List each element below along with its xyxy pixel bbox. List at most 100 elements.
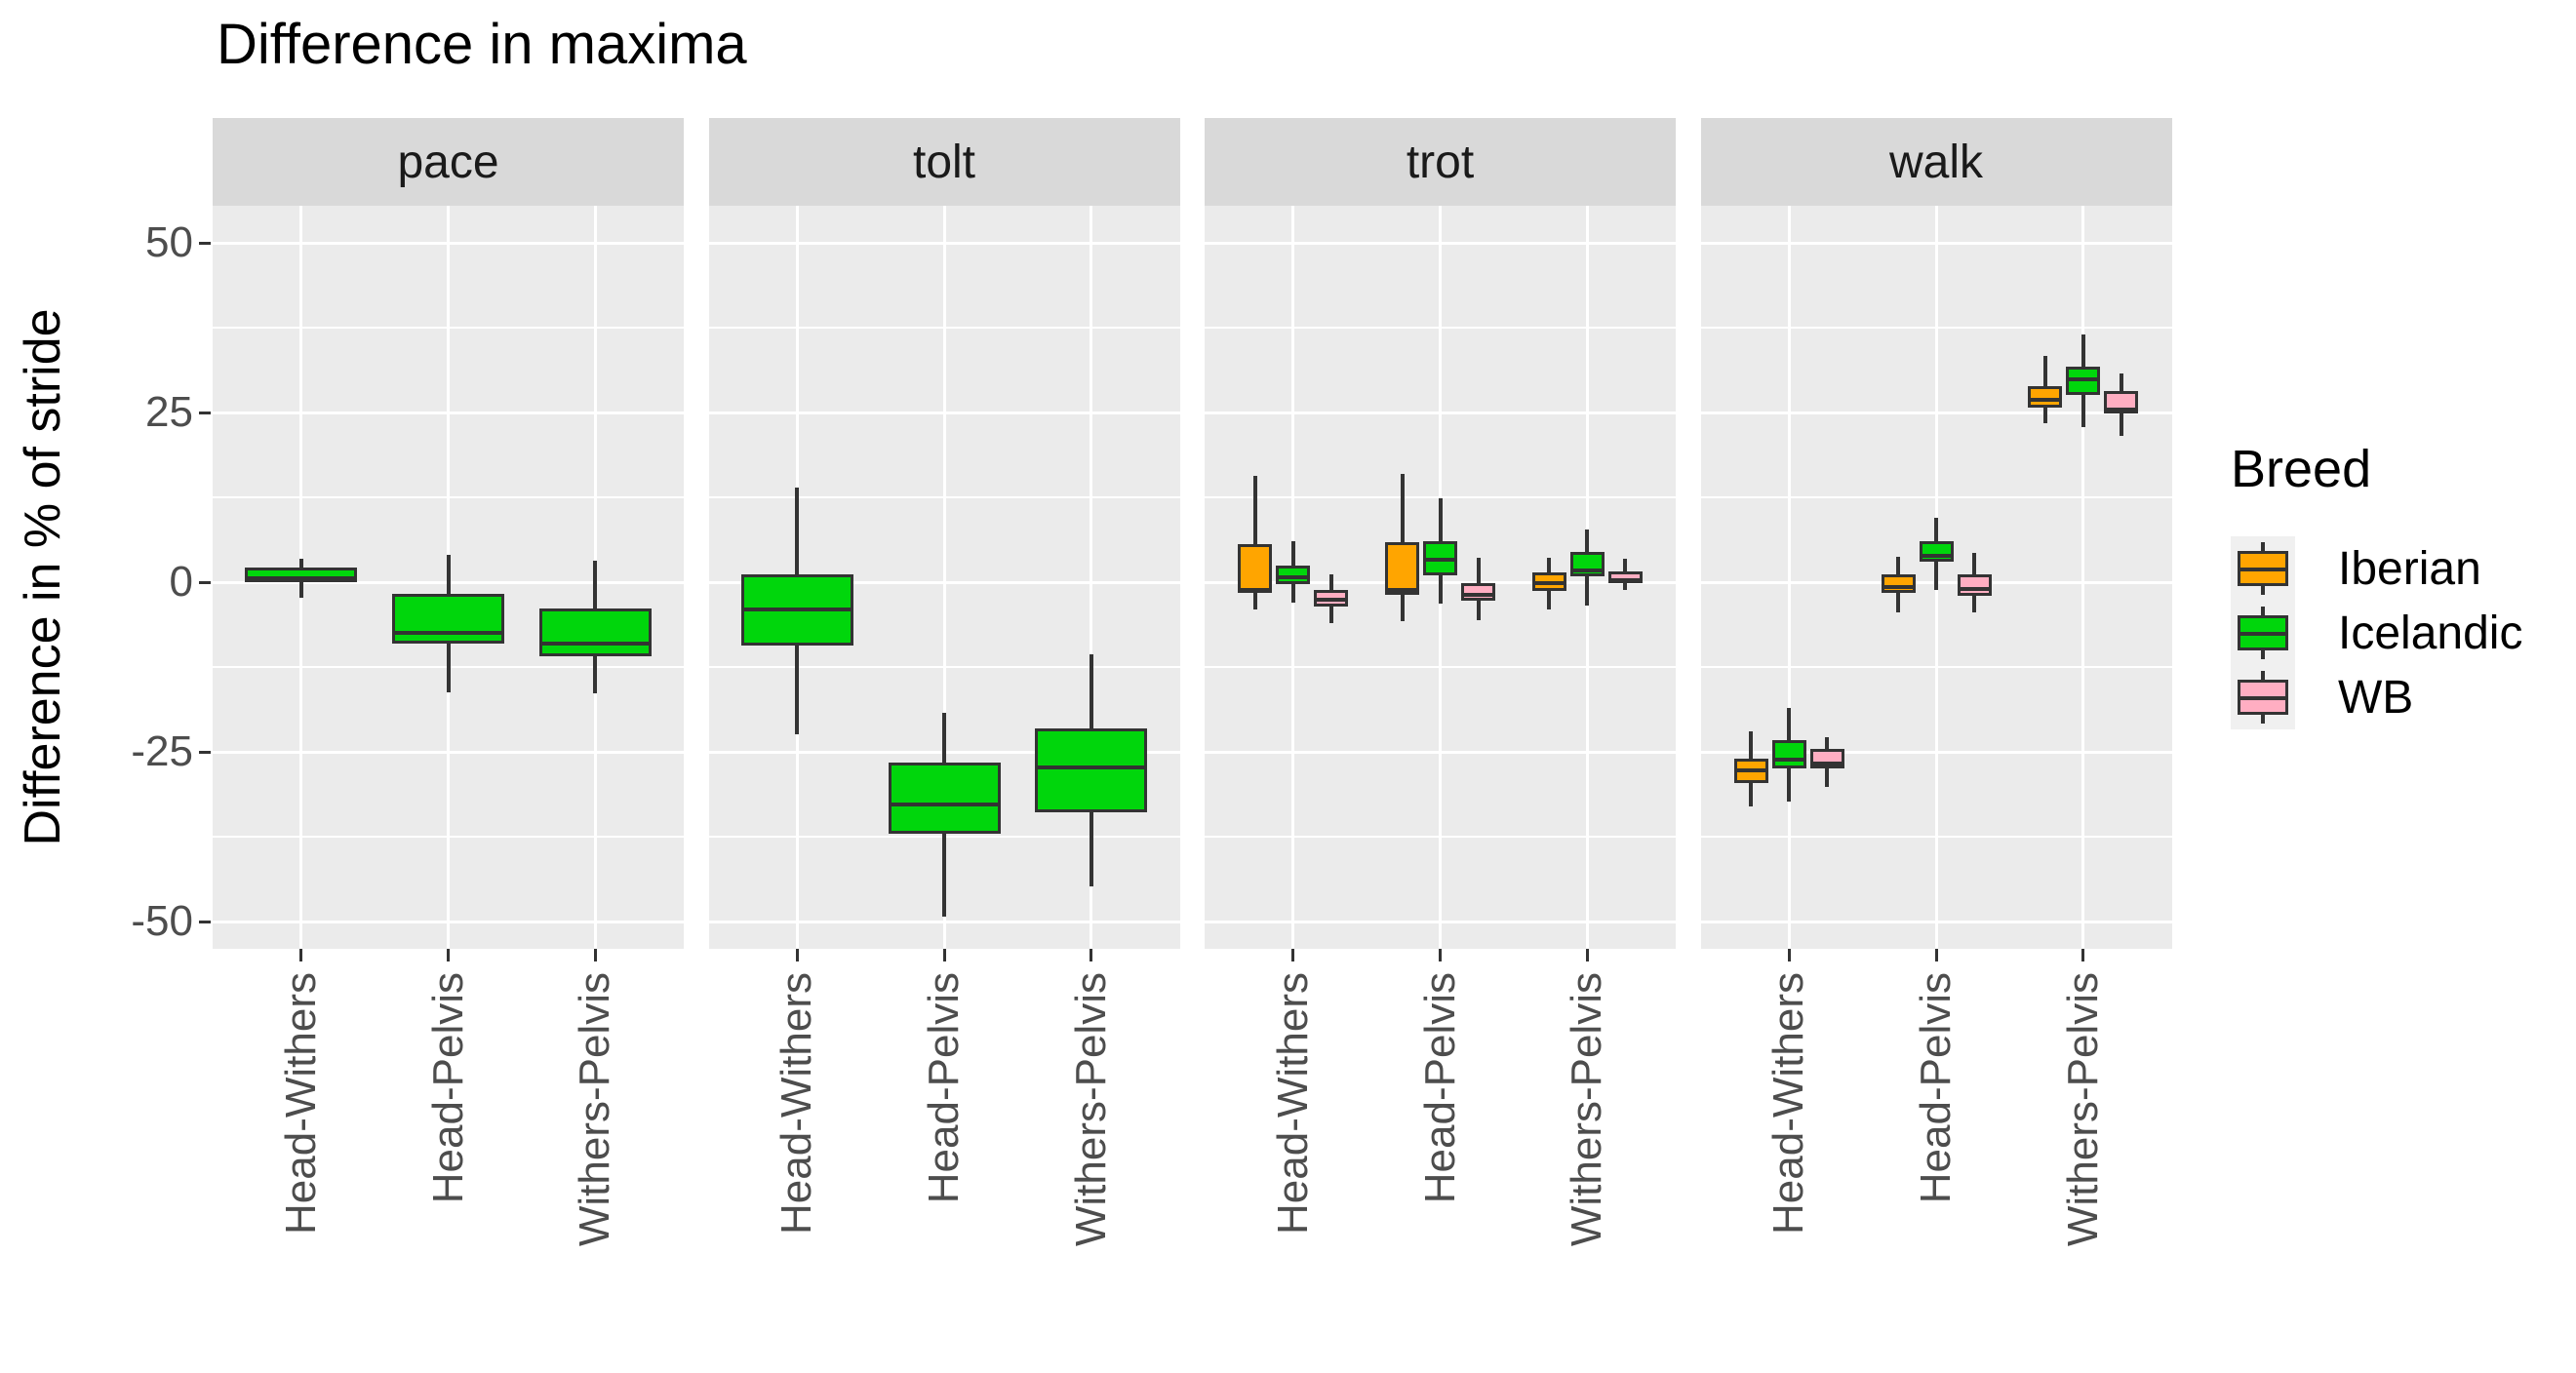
boxplot-box	[1607, 570, 1643, 583]
boxplot-median	[1387, 587, 1417, 592]
boxplot-box	[1771, 740, 1806, 768]
category-gridline	[1090, 206, 1093, 949]
boxplot-box	[1919, 541, 1954, 563]
category-gridline	[942, 206, 946, 949]
x-axis-tick-label: Withers-Pelvis	[1563, 972, 1611, 1247]
boxplot-median	[890, 802, 999, 806]
category-gridline	[2081, 206, 2085, 949]
boxplot-median	[2106, 408, 2137, 412]
category-gridline	[1787, 206, 1791, 949]
boxplot-box	[1531, 572, 1566, 592]
y-axis-tick-label: 0	[169, 558, 193, 606]
boxplot-median	[742, 608, 852, 612]
x-axis-tick-label: Head-Withers	[1268, 972, 1317, 1235]
x-axis-tick	[447, 949, 450, 961]
legend-label: Iberian	[2338, 542, 2481, 595]
boxplot-median	[1425, 558, 1455, 563]
facet-strip: trot	[1205, 118, 1676, 206]
y-axis-tick	[199, 920, 211, 923]
x-axis-tick-label: Head-Withers	[773, 972, 821, 1235]
y-axis-tick-label: 50	[145, 218, 193, 266]
y-axis-tick-label: -50	[131, 897, 193, 945]
legend-entry-wb: WB	[2231, 665, 2522, 729]
x-axis-tick	[2081, 949, 2085, 961]
legend-glyph-box	[2238, 680, 2288, 715]
x-axis-tick	[1090, 949, 1093, 961]
x-axis-tick-label: Head-Pelvis	[920, 972, 968, 1204]
x-axis-tick-label: Head-Withers	[276, 972, 325, 1235]
boxplot-box	[1733, 758, 1768, 783]
boxplot-box	[245, 567, 358, 582]
legend-boxplot-glyph	[2231, 601, 2295, 665]
x-axis-tick	[1585, 949, 1589, 961]
facet-panel	[213, 206, 684, 949]
boxplot-median	[1240, 587, 1271, 592]
facet-panel	[1700, 206, 2172, 949]
boxplot-median	[1735, 768, 1766, 772]
x-axis-tick-label: Withers-Pelvis	[1066, 972, 1115, 1247]
boxplot-box	[1569, 551, 1605, 577]
x-axis-tick	[795, 949, 799, 961]
boxplot-median	[1278, 575, 1309, 580]
x-axis-tick	[1439, 949, 1442, 961]
boxplot-box	[1035, 728, 1148, 812]
x-axis-tick	[593, 949, 597, 961]
boxplot-box	[1276, 565, 1311, 585]
boxplot-median	[540, 641, 650, 646]
y-axis-tick	[199, 411, 211, 414]
facet-strip: pace	[213, 118, 684, 206]
legend-label: WB	[2338, 671, 2414, 724]
y-axis-tick-label: 25	[145, 388, 193, 436]
boxplot-box	[1423, 541, 1457, 576]
boxplot-median	[1571, 569, 1603, 573]
x-axis-tick-label: Withers-Pelvis	[2058, 972, 2107, 1247]
boxplot-box	[1461, 582, 1495, 601]
boxplot-median	[1316, 598, 1347, 603]
x-axis-tick	[299, 949, 303, 961]
facet-panel	[1205, 206, 1676, 949]
boxplot-median	[1959, 587, 1990, 592]
legend-boxplot-glyph	[2231, 665, 2295, 729]
legend-label: Icelandic	[2338, 607, 2523, 659]
boxplot-median	[1811, 762, 1843, 766]
boxplot-box	[2066, 367, 2101, 395]
boxplot-box	[888, 763, 1001, 835]
facet-strip-label: walk	[1888, 136, 1984, 188]
boxplot-median	[1882, 585, 1914, 590]
x-axis-tick-label: Head-Pelvis	[423, 972, 472, 1204]
box-whisker	[1252, 475, 1257, 609]
x-axis-tick-label: Withers-Pelvis	[571, 972, 619, 1247]
facet-strip: tolt	[708, 118, 1180, 206]
boxplot-box	[1238, 544, 1273, 594]
boxplot-median	[2068, 377, 2099, 382]
facet-strip: walk	[1700, 118, 2172, 206]
y-axis-tick	[199, 580, 211, 584]
legend: Breed Iberian Icelandic WB	[2231, 439, 2522, 729]
legend-glyph-median	[2239, 632, 2286, 636]
legend-glyph-median	[2239, 696, 2286, 700]
facet-strip-label: tolt	[912, 136, 976, 188]
x-axis-tick-label: Head-Pelvis	[1415, 972, 1464, 1204]
facet-strip-label: trot	[1406, 136, 1475, 188]
boxplot-box	[2104, 391, 2139, 414]
boxplot-median	[2030, 397, 2061, 402]
boxplot-box	[740, 574, 853, 646]
boxplot-median	[1773, 757, 1804, 762]
boxplot-box	[538, 608, 652, 656]
facet-panel	[708, 206, 1180, 949]
chart-title: Difference in maxima	[217, 13, 747, 76]
x-axis-tick	[1291, 949, 1295, 961]
boxplot-box	[1957, 574, 1992, 596]
boxplot-box	[1385, 541, 1419, 595]
legend-entry-icelandic: Icelandic	[2231, 601, 2522, 665]
boxplot-median	[394, 630, 502, 635]
boxplot-box	[1314, 589, 1349, 608]
boxplot-median	[247, 576, 356, 581]
y-axis-tick-label: -25	[131, 727, 193, 775]
x-axis-tick	[1934, 949, 1938, 961]
x-axis-tick-label: Head-Pelvis	[1912, 972, 1960, 1204]
x-axis-tick-label: Head-Withers	[1764, 972, 1813, 1235]
boxplot-box	[392, 593, 504, 645]
legend-boxplot-glyph	[2231, 536, 2295, 601]
